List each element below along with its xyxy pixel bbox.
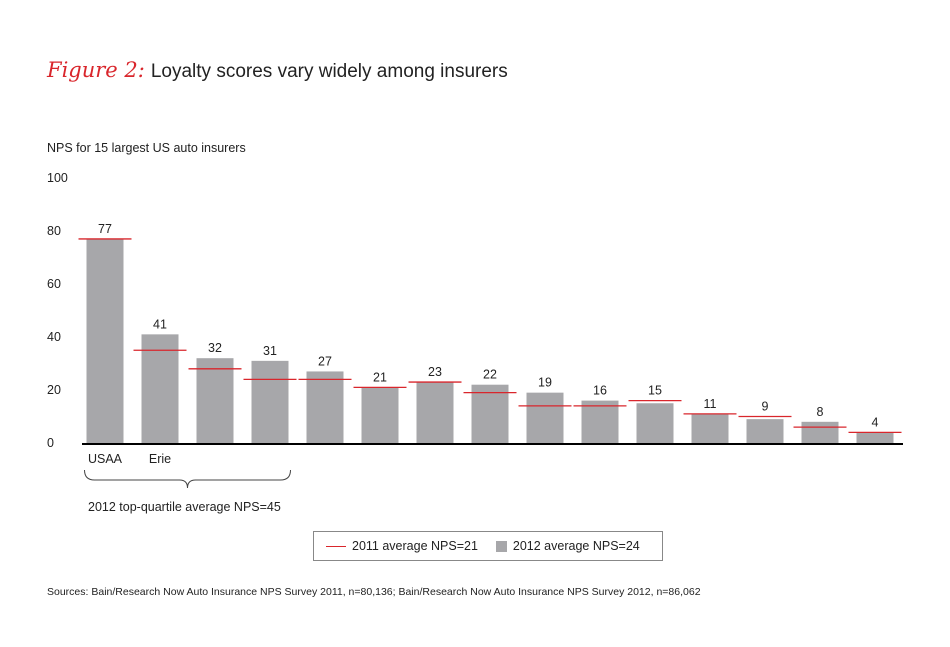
bar-2012 xyxy=(196,358,234,443)
bar-2012 xyxy=(416,382,454,443)
figure-label: Figure 2: xyxy=(47,58,145,82)
bar-2012 xyxy=(141,334,179,443)
y-tick-label: 100 xyxy=(47,171,68,185)
x-category-label: USAA xyxy=(88,452,123,466)
bar-value-label: 15 xyxy=(648,384,662,398)
bar-value-label: 27 xyxy=(318,354,332,368)
legend-line-swatch xyxy=(326,545,346,547)
bar-2012 xyxy=(251,360,289,443)
bar-value-label: 22 xyxy=(483,368,497,382)
x-category-label: Erie xyxy=(149,452,171,466)
bar-2012 xyxy=(86,238,124,443)
bar-value-label: 23 xyxy=(428,365,442,379)
bar-2012 xyxy=(746,419,784,443)
bar-value-label: 16 xyxy=(593,384,607,398)
bar-2012 xyxy=(306,371,344,443)
bar-value-label: 41 xyxy=(153,317,167,331)
bar-value-label: 31 xyxy=(263,344,277,358)
legend-bar-swatch xyxy=(495,540,507,552)
y-tick-label: 80 xyxy=(47,224,61,238)
bar-2012 xyxy=(471,384,509,443)
top-quartile-note: 2012 top-quartile average NPS=45 xyxy=(88,500,281,514)
figure-title-text: Loyalty scores vary widely among insurer… xyxy=(150,61,508,82)
y-tick-label: 20 xyxy=(47,383,61,397)
source-note: Sources: Bain/Research Now Auto Insuranc… xyxy=(47,586,701,598)
y-tick-label: 60 xyxy=(47,277,61,291)
y-tick-label: 0 xyxy=(47,436,54,450)
bar-2012 xyxy=(361,387,399,443)
bar-value-label: 9 xyxy=(762,400,769,414)
top-quartile-bracket xyxy=(84,469,291,489)
bar-value-label: 77 xyxy=(98,222,112,236)
bar-2012 xyxy=(581,400,619,443)
bar-2012 xyxy=(636,403,674,443)
legend-2011-label: 2011 average NPS=21 xyxy=(352,539,478,553)
bar-value-label: 8 xyxy=(817,405,824,419)
bar-value-label: 11 xyxy=(704,397,717,411)
bar-2012 xyxy=(691,413,729,443)
bar-value-label: 32 xyxy=(208,341,222,355)
bar-2012 xyxy=(801,421,839,443)
chart-legend: 2011 average NPS=21 2012 average NPS=24 xyxy=(313,531,663,561)
bar-2012 xyxy=(526,392,564,443)
bar-value-label: 4 xyxy=(872,415,879,429)
bar-value-label: 19 xyxy=(538,376,552,390)
legend-2012-label: 2012 average NPS=24 xyxy=(512,539,640,553)
chart-subtitle: NPS for 15 largest US auto insurers xyxy=(47,141,246,155)
y-tick-label: 40 xyxy=(47,330,61,344)
bar-2012 xyxy=(856,432,894,443)
figure-title: Figure 2: Loyalty scores vary widely amon… xyxy=(47,58,508,83)
bar-value-label: 21 xyxy=(373,370,387,384)
